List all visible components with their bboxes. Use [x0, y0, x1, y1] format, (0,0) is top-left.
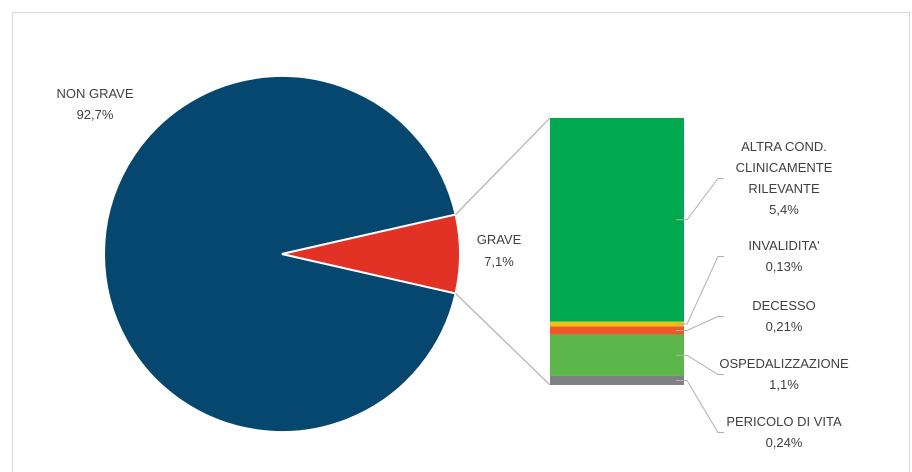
- bar-value-ospedalizzazione: 1,1%: [769, 377, 799, 392]
- bar-label-decesso: DECESSO: [752, 298, 816, 313]
- leader-line-invalidita: [676, 256, 724, 325]
- bar-label-ospedalizzazione: OSPEDALIZZAZIONE: [719, 356, 849, 371]
- bar-label-pericolo-di-vita: PERICOLO DI VITA: [726, 414, 842, 429]
- bar-label-altra-cond-clinicamente-rilevante-line-3: RILEVANTE: [748, 181, 820, 196]
- bar-label-altra-cond-clinicamente-rilevante-line-1: ALTRA COND.: [741, 139, 827, 154]
- pie-value-non-grave: 92,7%: [77, 107, 114, 122]
- pie-value-grave: 7,1%: [484, 254, 514, 269]
- bar-label-invalidita: INVALIDITA': [748, 238, 819, 253]
- pie-slice-non-grave: [102, 75, 457, 433]
- bar-value-invalidita: 0,13%: [766, 259, 803, 274]
- pie-label-non-grave: NON GRAVE: [56, 86, 133, 101]
- pie-slice-grave: [281, 213, 461, 295]
- bar-value-decesso: 0,21%: [766, 319, 803, 334]
- leader-line-altra-cond-clinicamente-rilevante: [676, 178, 724, 221]
- leader-line-decesso: [676, 316, 724, 331]
- leader-line-ospedalizzazione: [676, 354, 724, 375]
- bar-value-altra-cond-clinicamente-rilevante: 5,4%: [769, 202, 799, 217]
- bar-segment-altra-cond-clinicamente-rilevante: [550, 118, 684, 322]
- bar-segment-pericolo-di-vita: [550, 375, 684, 385]
- leader-line-pericolo-di-vita: [676, 380, 724, 433]
- connector-line-top: [455, 117, 551, 215]
- connector-line-bottom: [455, 293, 551, 386]
- bar-segment-ospedalizzazione: [550, 334, 684, 376]
- bar-value-pericolo-di-vita: 0,24%: [766, 435, 803, 450]
- bar-segment-decesso: [550, 326, 684, 335]
- bar-label-altra-cond-clinicamente-rilevante-line-2: CLINICAMENTE: [736, 160, 833, 175]
- chart-frame: [12, 12, 910, 472]
- bar-segment-invalidita: [550, 321, 684, 327]
- pie-label-grave: GRAVE: [477, 232, 522, 247]
